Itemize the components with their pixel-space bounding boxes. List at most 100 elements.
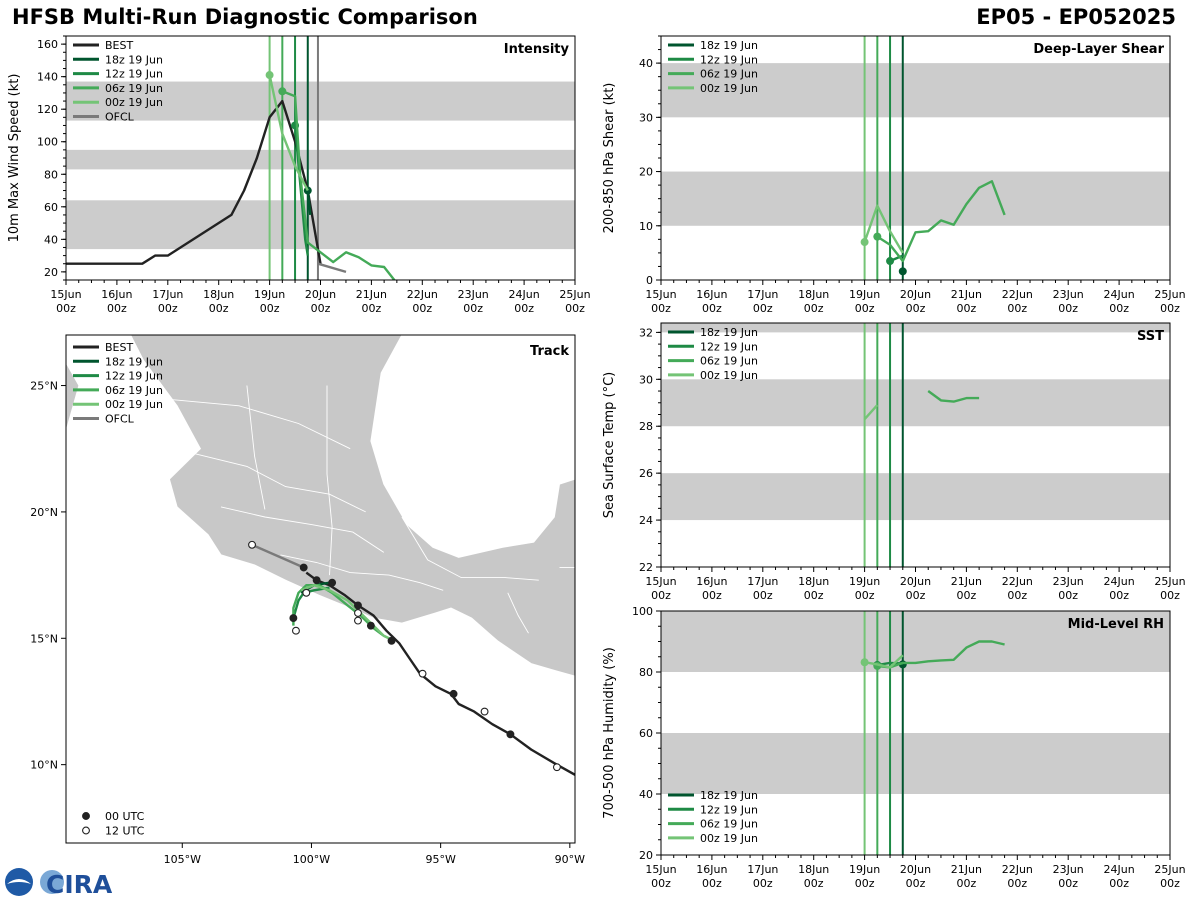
rh-legend-label: 12z 19 Jun: [700, 803, 758, 816]
intensity-xtick-day: 22Jun: [407, 288, 438, 301]
intensity-xtick-hour: 00z: [463, 302, 483, 315]
sst-ytick-label: 32: [639, 326, 653, 339]
sst-xtick-hour: 00z: [804, 589, 824, 602]
intensity-xtick-day: 25Jun: [559, 288, 590, 301]
shear-xtick-label: 19Jun 00z: [849, 288, 880, 315]
shear-point-run18: [898, 267, 907, 276]
track-fix-12utc: [418, 669, 427, 678]
shear-ytick-label: 20: [639, 166, 653, 179]
shear-xtick-label: 16Jun 00z: [696, 288, 727, 315]
intensity-legend-label: BEST: [105, 39, 133, 52]
rh-xtick-hour: 00z: [651, 877, 671, 890]
rh-xtick-label: 22Jun 00z: [1002, 863, 1033, 890]
intensity-xtick-label: 18Jun 00z: [203, 288, 234, 315]
intensity-band: [66, 200, 575, 250]
sst-xtick-hour: 00z: [1007, 589, 1027, 602]
shear-legend-label: 12z 19 Jun: [700, 53, 758, 66]
rh-xtick-hour: 00z: [906, 877, 926, 890]
rh-xtick-day: 18Jun: [798, 863, 829, 876]
rh-xtick-day: 21Jun: [951, 863, 982, 876]
sst-xtick-day: 19Jun: [849, 575, 880, 588]
intensity-ytick-label: 120: [37, 103, 58, 116]
track-fix-12utc: [302, 588, 311, 597]
shear-xtick-label: 24Jun 00z: [1104, 288, 1135, 315]
rh-xtick-label: 24Jun 00z: [1104, 863, 1135, 890]
track-fix-12utc: [292, 626, 300, 635]
track-legend-label: 12z 19 Jun: [105, 370, 163, 383]
shear-xtick-label: 21Jun 00z: [951, 288, 982, 315]
shear-xtick-day: 15Jun: [645, 288, 676, 301]
intensity-xtick-hour: 00z: [209, 302, 229, 315]
intensity-xtick-label: 22Jun 00z: [407, 288, 438, 315]
shear-series-group: [860, 180, 1006, 276]
sst-xtick-label: 23Jun 00z: [1053, 575, 1084, 602]
sst-xtick-day: 22Jun: [1002, 575, 1033, 588]
sst-ytick-label: 30: [639, 373, 653, 386]
sst-xtick-hour: 00z: [702, 589, 722, 602]
intensity-ytick-label: 100: [37, 136, 58, 149]
rh-xtick-label: 19Jun 00z: [849, 863, 880, 890]
shear-legend-label: 18z 19 Jun: [700, 39, 758, 52]
intensity-xtick-label: 25Jun 00z: [559, 288, 590, 315]
shear-point-run12: [886, 257, 895, 266]
shear-xtick-day: 20Jun: [900, 288, 931, 301]
sst-xtick-label: 16Jun 00z: [696, 575, 727, 602]
track-marker-legend-swatch: [82, 826, 90, 835]
track-xtick-label: 100°W: [293, 853, 330, 866]
sst-xtick-hour: 00z: [906, 589, 926, 602]
state-border: [326, 385, 333, 576]
track-fix-12utc: [248, 540, 256, 549]
sst-ytick-label: 22: [639, 561, 653, 574]
shear-xtick-hour: 00z: [957, 302, 977, 315]
intensity-xtick-day: 19Jun: [254, 288, 285, 301]
intensity-xtick-day: 24Jun: [509, 288, 540, 301]
sst-xtick-label: 20Jun 00z: [900, 575, 931, 602]
track-fix-12utc: [354, 609, 362, 617]
shear-xtick-hour: 00z: [855, 302, 875, 315]
sst-legend-label: 00z 19 Jun: [700, 369, 758, 382]
track-fix-12utc: [552, 763, 561, 772]
track-frame: [65, 334, 576, 844]
track-fix-12utc: [354, 616, 362, 625]
track-ytick-label: 10°N: [30, 759, 58, 772]
rh-xtick-hour: 00z: [1109, 877, 1129, 890]
shear-xtick-label: 22Jun 00z: [1002, 288, 1033, 315]
rh-legend-label: 18z 19 Jun: [700, 789, 758, 802]
shear-ylabel: 200-850 hPa Shear (kt): [602, 83, 617, 234]
sst-xtick-label: 22Jun 00z: [1002, 575, 1033, 602]
sst-series-run00: [863, 404, 879, 421]
sst-xtick-label: 18Jun 00z: [798, 575, 829, 602]
sst-band: [661, 323, 1170, 333]
intensity-title: Intensity: [504, 42, 570, 57]
sst-xtick-day: 21Jun: [951, 575, 982, 588]
rh-xtick-hour: 00z: [1007, 877, 1027, 890]
sst-xtick-label: 17Jun 00z: [747, 575, 778, 602]
intensity-xtick-day: 16Jun: [101, 288, 132, 301]
rh-xtick-hour: 00z: [1160, 877, 1180, 890]
shear-xtick-hour: 00z: [702, 302, 722, 315]
sst-xtick-label: 24Jun 00z: [1104, 575, 1135, 602]
intensity-band: [66, 81, 575, 121]
sst-ytick-label: 26: [639, 467, 653, 480]
intensity-ytick-label: 160: [37, 38, 58, 51]
sst-xtick-day: 23Jun: [1053, 575, 1084, 588]
shear-xtick-hour: 00z: [1058, 302, 1078, 315]
rh-xtick-hour: 00z: [753, 877, 773, 890]
sst-ylabel: Sea Surface Temp (°C): [602, 372, 617, 519]
rh-series-run00: [864, 654, 904, 669]
rh-title: Mid-Level RH: [1068, 617, 1164, 632]
shear-point-run06: [873, 232, 882, 241]
track-ytick-label: 25°N: [30, 380, 58, 393]
track-fix-00utc: [328, 578, 337, 587]
shear-xtick-hour: 00z: [1109, 302, 1129, 315]
intensity-xtick-hour: 00z: [260, 302, 280, 315]
shear-xtick-day: 23Jun: [1053, 288, 1084, 301]
shear-ytick-label: 40: [639, 57, 653, 70]
state-border: [280, 554, 444, 591]
intensity-ytick-label: 140: [37, 71, 58, 84]
track-fix-00utc: [354, 601, 362, 610]
intensity-xtick-label: 15Jun 00z: [50, 288, 81, 315]
intensity-xtick-label: 24Jun 00z: [509, 288, 540, 315]
track-fix-12utc: [480, 707, 489, 716]
